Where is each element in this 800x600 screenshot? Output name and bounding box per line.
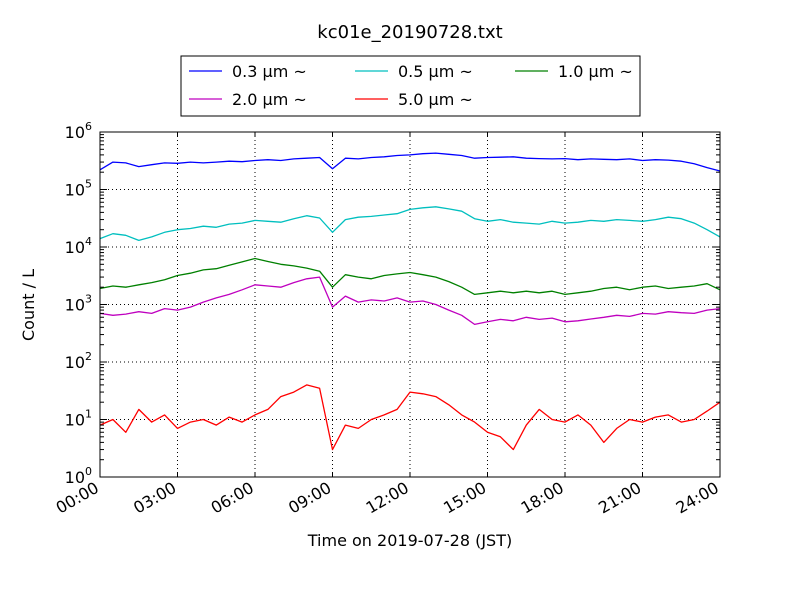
y-tick-labels: 100 101 102 103 104 105 106	[65, 120, 92, 487]
chart-title: kc01e_20190728.txt	[317, 22, 502, 43]
legend-label: 2.0 µm ~	[232, 90, 307, 109]
legend-box	[180, 55, 641, 117]
series-line-3	[99, 257, 721, 296]
y-tick-label: 103	[65, 293, 92, 315]
x-axis-label: Time on 2019-07-28 (JST)	[307, 531, 512, 550]
series-line-1	[99, 152, 721, 172]
y-tick-label: 101	[65, 408, 92, 430]
y-tick-label: 102	[65, 350, 92, 372]
legend-label: 5.0 µm ~	[398, 90, 473, 109]
series-line-4	[99, 276, 721, 326]
y-axis-label: Count / L	[19, 269, 38, 341]
legend-label: 1.0 µm ~	[558, 62, 633, 81]
y-tick-label: 100	[65, 465, 92, 487]
y-tick-label: 105	[65, 178, 92, 200]
y-tick-label: 106	[65, 120, 92, 142]
legend: 0.3 µm ~ 0.5 µm ~ 1.0 µm ~ 2.0 µm ~ 5.0 µm ~	[180, 55, 641, 117]
series-line-2	[99, 206, 721, 242]
legend-label: 0.3 µm ~	[232, 62, 307, 81]
ticks	[99, 131, 721, 478]
grid	[100, 132, 720, 477]
series-group	[99, 152, 721, 451]
y-tick-label: 104	[65, 235, 92, 257]
legend-label: 0.5 µm ~	[398, 62, 473, 81]
series-line-5	[99, 384, 721, 451]
